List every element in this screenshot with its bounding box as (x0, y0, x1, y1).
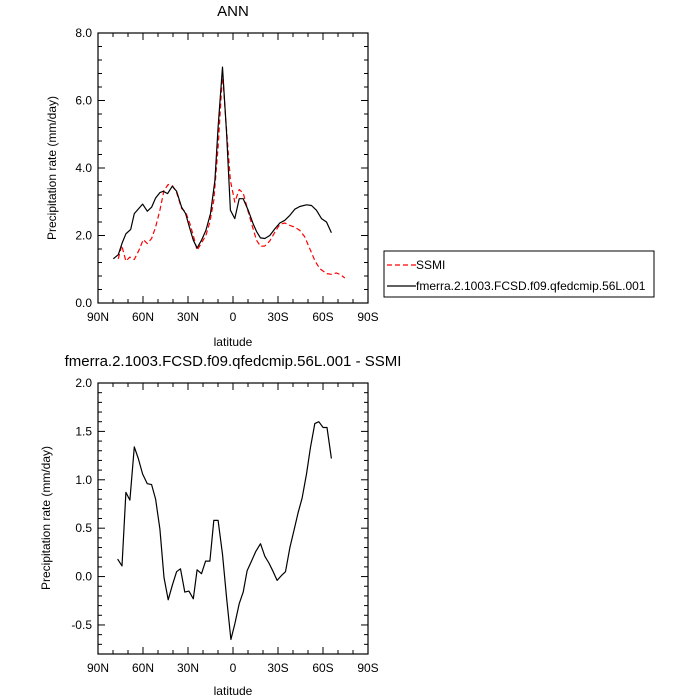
bottom-xtick-label: 0 (230, 661, 237, 675)
legend-label-model: fmerra.2.1003.FCSD.f09.qfedcmip.56L.001 (416, 279, 646, 293)
top-ytick-label: 4.0 (75, 161, 92, 175)
top-ytick-label: 8.0 (75, 26, 92, 40)
top-xtick-label: 90S (357, 310, 378, 324)
legend-label-ssmi: SSMI (416, 258, 445, 272)
bottom-series-model-line (117, 421, 332, 641)
top-plot-title: ANN (217, 3, 249, 20)
bottom-ytick-label: 1.0 (75, 473, 92, 487)
top-xtick-label: 30S (267, 310, 288, 324)
top-plot-xlabel: latitude (214, 335, 253, 349)
bottom-ytick-label: 0.0 (75, 570, 92, 584)
bottom-xtick-label: 60S (312, 661, 333, 675)
bottom-plot-xlabel: latitude (214, 684, 253, 698)
bottom-ytick-label: -0.5 (71, 618, 92, 632)
bottom-xtick-label: 90N (87, 661, 109, 675)
bottom-plot-ylabel: Precipitation rate (mm/day) (39, 446, 53, 590)
top-plot: ANN latitude Precipitation rate (mm/day)… (45, 3, 379, 349)
top-ytick-label: 2.0 (75, 229, 92, 243)
bottom-xtick-label: 30S (267, 661, 288, 675)
bottom-ytick-label: 0.5 (75, 521, 92, 535)
bottom-xtick-label: 30N (177, 661, 199, 675)
top-plot-ylabel: Precipitation rate (mm/day) (45, 96, 59, 240)
top-ytick-label: 0.0 (75, 296, 92, 310)
bottom-xtick-label: 90S (357, 661, 378, 675)
legend-box (383, 250, 655, 298)
top-xtick-label: 60S (312, 310, 333, 324)
top-xtick-label: 30N (177, 310, 199, 324)
bottom-xtick-label: 60N (132, 661, 154, 675)
top-series-model-line (112, 66, 332, 260)
bottom-plot: fmerra.2.1003.FCSD.f09.qfedcmip.56L.001 … (39, 353, 401, 698)
top-xtick-label: 90N (87, 310, 109, 324)
top-xtick-label: 60N (132, 310, 154, 324)
bottom-ytick-label: 2.0 (75, 376, 92, 390)
top-ytick-label: 6.0 (75, 94, 92, 108)
top-plot-frame (97, 32, 369, 304)
bottom-ytick-label: 1.5 (75, 424, 92, 438)
legend: SSMI fmerra.2.1003.FCSD.f09.qfedcmip.56L… (383, 250, 655, 298)
bottom-plot-frame (97, 382, 369, 655)
bottom-plot-title: fmerra.2.1003.FCSD.f09.qfedcmip.56L.001 … (65, 353, 402, 370)
top-series-ssmi-line (117, 72, 346, 279)
top-xtick-label: 0 (230, 310, 237, 324)
